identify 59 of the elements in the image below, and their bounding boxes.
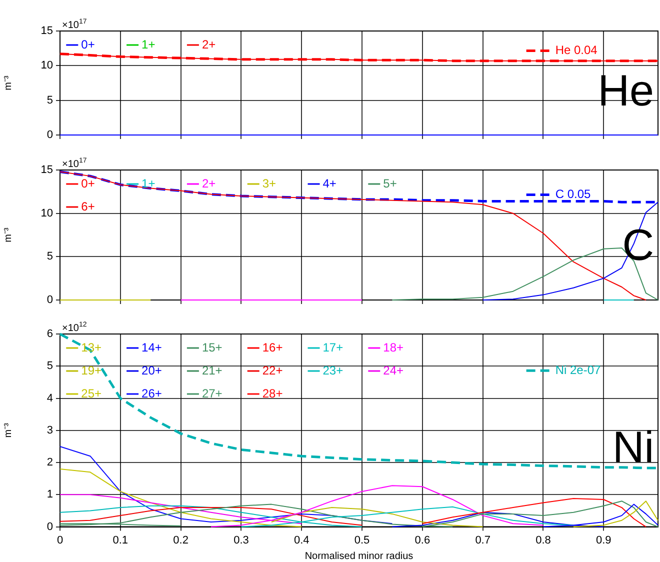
y-axis-title: m⁻³ (2, 75, 14, 90)
legend-label: 6+ (81, 199, 95, 214)
legend-label: 1+ (142, 176, 156, 190)
y-tick-label: 6 (46, 328, 53, 340)
x-tick-label: 0.6 (414, 534, 430, 546)
legend-label: C 0.05 (555, 187, 591, 202)
y-tick-label: 3 (46, 424, 53, 436)
legend-label: 15+ (202, 340, 222, 354)
y-tick-label: 0 (46, 129, 53, 142)
legend-label: 24+ (383, 363, 404, 378)
x-tick-label: 0.9 (596, 534, 612, 546)
legend-label: 19+ (81, 363, 102, 378)
x-tick-label: 0 (56, 534, 64, 546)
y-tick-label: 1 (46, 488, 53, 501)
y-tick-label: 2 (46, 456, 53, 469)
y-tick-label: 5 (46, 250, 53, 263)
x-tick-label: 0.8 (536, 534, 551, 546)
legend-label: 20+ (142, 363, 162, 378)
x-tick-label: 0.7 (475, 534, 490, 546)
legend-label: 5+ (383, 176, 397, 190)
x-tick-label: 0.3 (234, 534, 249, 546)
y-tick-label: 0 (46, 520, 53, 533)
legend-label: 1+ (142, 37, 156, 52)
legend-label: 16+ (262, 340, 283, 354)
legend-label: Ni 2e-07 (555, 362, 601, 377)
annotation: Ni (612, 422, 654, 472)
y-tick-label: 15 (40, 25, 53, 38)
x-tick-label: 0.4 (294, 534, 310, 546)
legend-label: 28+ (262, 386, 283, 400)
legend-label: 4+ (322, 176, 336, 190)
y-tick-label: 10 (40, 207, 53, 220)
legend-label: 23+ (322, 363, 344, 378)
legend-label: 26+ (142, 386, 162, 400)
y-tick-label: 0 (46, 294, 53, 306)
y-axis-title: m⁻³ (2, 227, 14, 242)
x-tick-label: 0.5 (354, 534, 370, 546)
x-tick-label: 0.2 (173, 534, 188, 546)
legend-label: 0+ (81, 37, 95, 52)
y-tick-label: 5 (46, 94, 53, 106)
y-tick-label: 4 (46, 392, 53, 404)
legend-label: He 0.04 (555, 43, 598, 58)
legend-label: 14+ (142, 340, 162, 354)
legend-label: 2+ (202, 176, 216, 190)
legend-label: 0+ (81, 176, 95, 190)
legend-label: 2+ (202, 37, 216, 52)
legend-label: 13+ (81, 340, 102, 354)
legend-label: 18+ (383, 340, 404, 354)
legend-label: 21+ (202, 363, 222, 378)
legend-label: 27+ (202, 386, 222, 400)
legend-label: 3+ (262, 176, 276, 190)
y-tick-label: 15 (40, 164, 53, 176)
legend-label: 17+ (322, 340, 344, 354)
y-tick-label: 5 (46, 360, 53, 372)
y-axis-title: m⁻³ (2, 422, 14, 438)
x-axis-title: Normalised minor radius (304, 550, 414, 562)
x-tick-label: 0.1 (112, 534, 128, 546)
legend-label: 22+ (262, 363, 283, 378)
legend-label: 25+ (81, 386, 102, 400)
y-tick-label: 10 (40, 60, 53, 72)
